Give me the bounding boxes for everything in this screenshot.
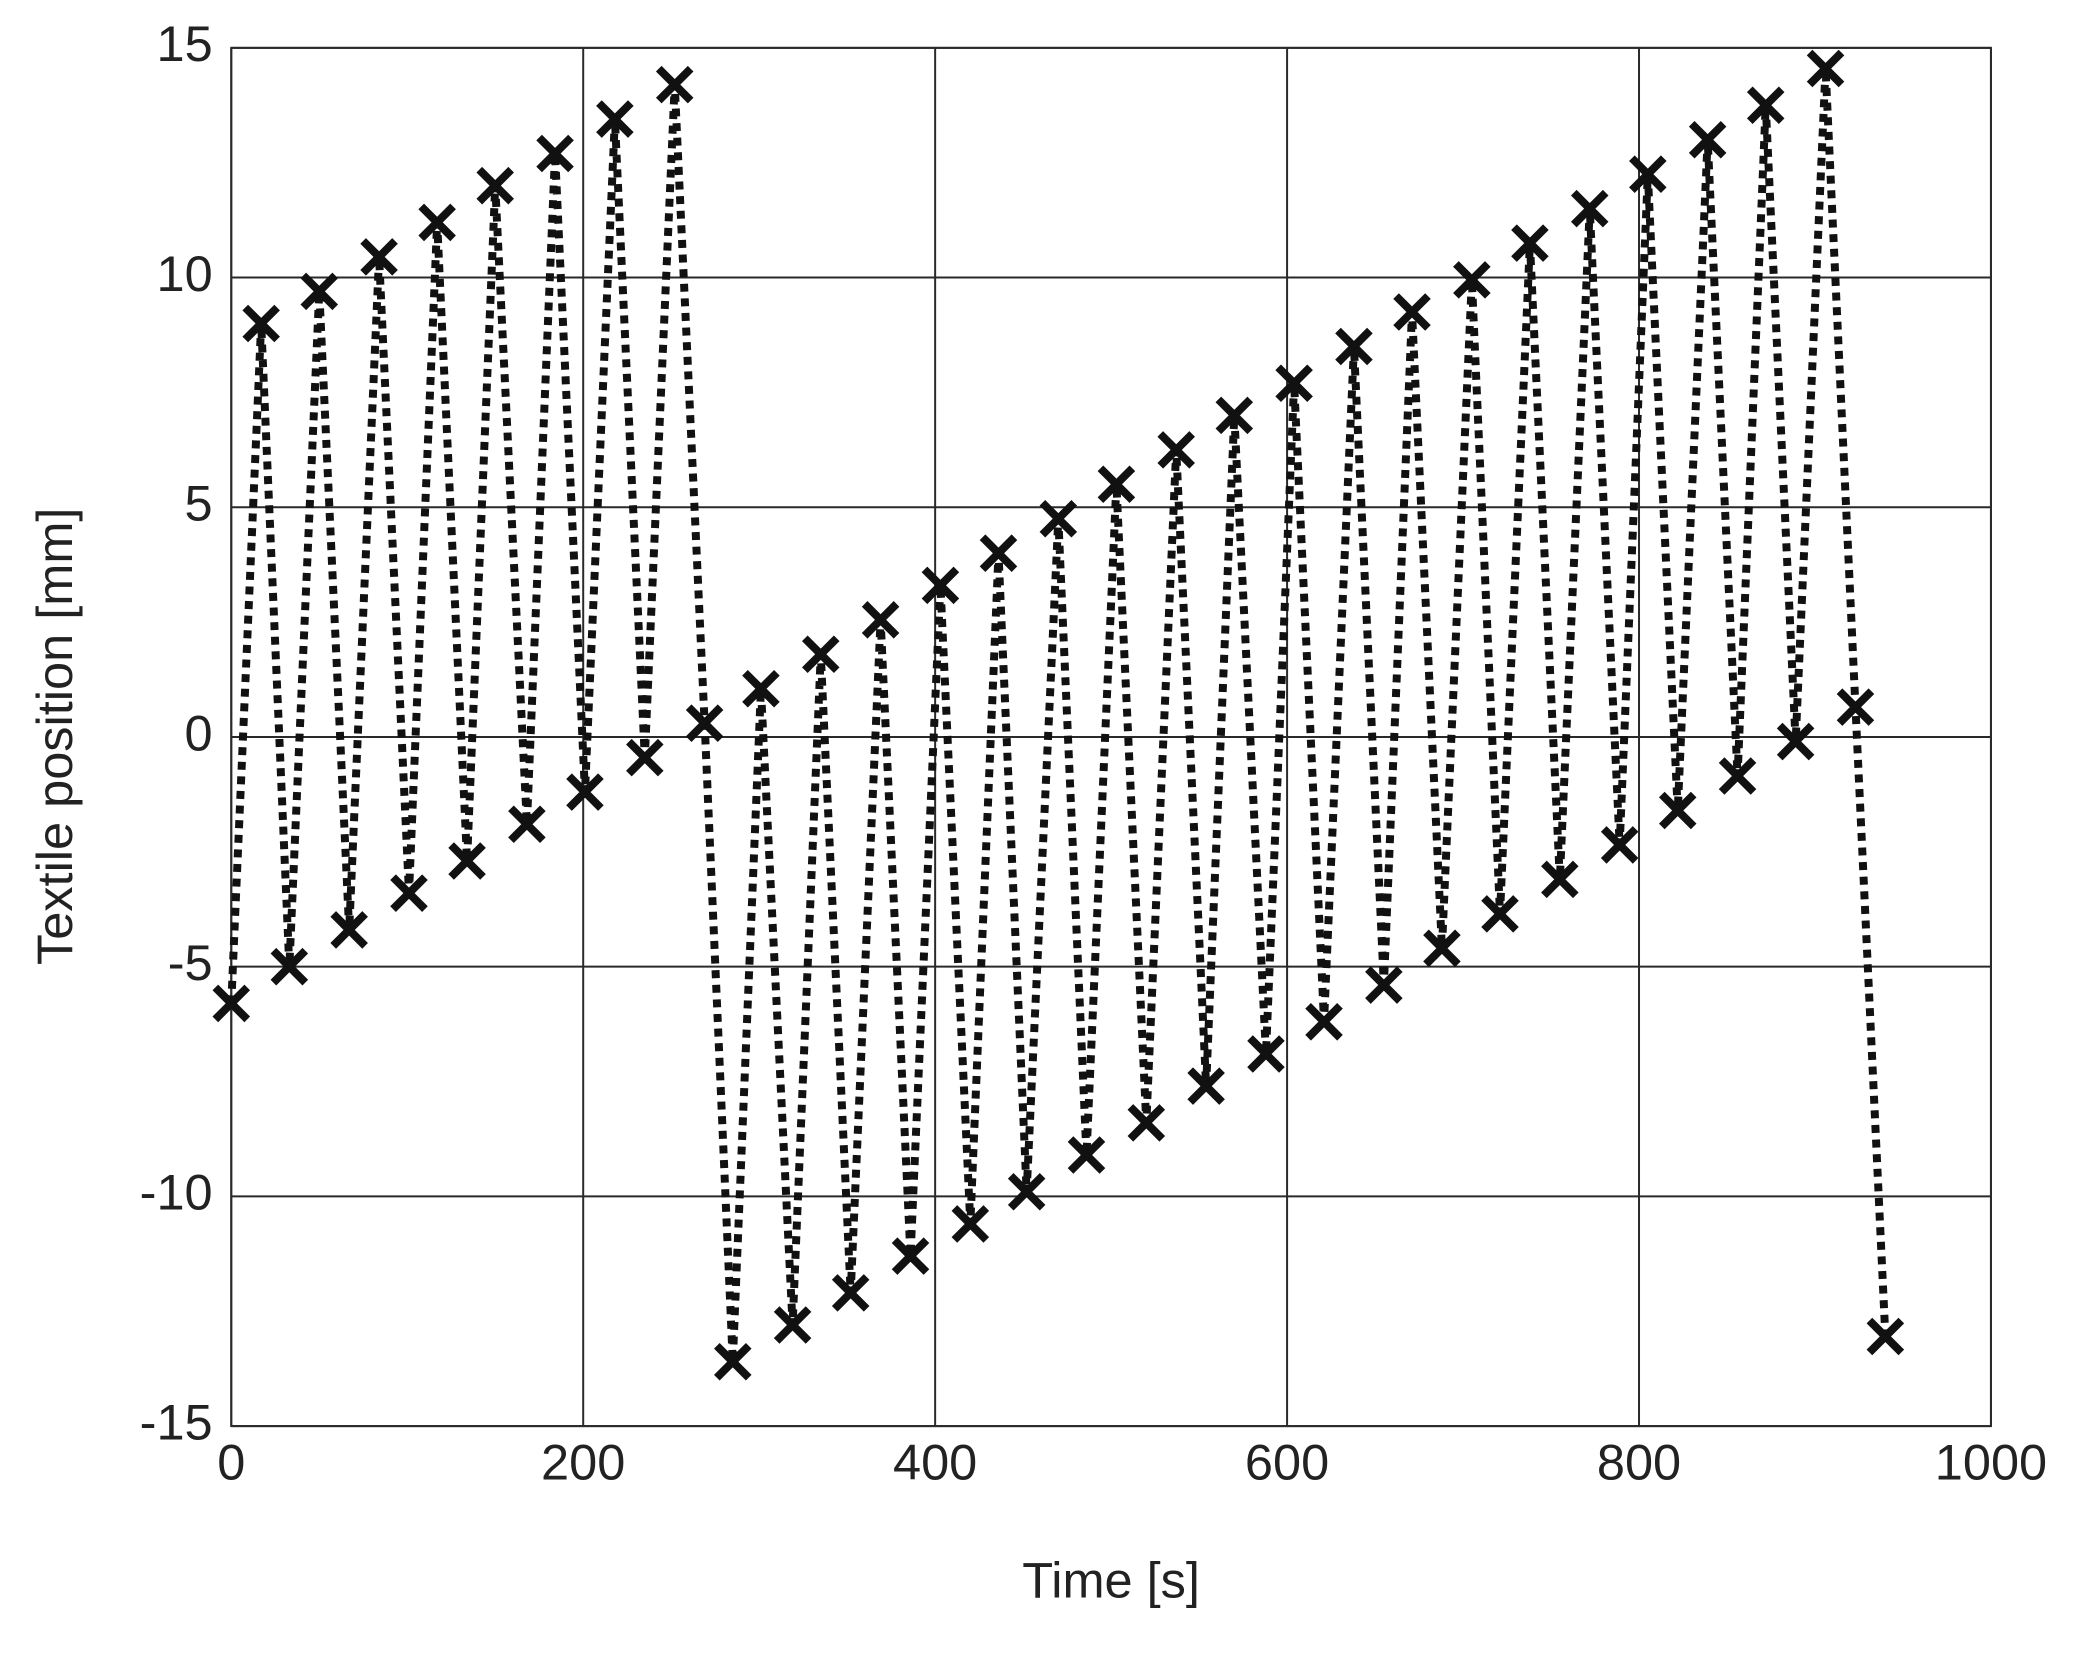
- x-tick-label: 1000: [1935, 1433, 2047, 1490]
- marker: [300, 272, 339, 311]
- marker: [1187, 1067, 1225, 1105]
- marker: [1127, 1104, 1166, 1142]
- y-axis-label: Textile position [mm]: [26, 508, 83, 965]
- marker: [1600, 826, 1639, 864]
- marker: [536, 134, 574, 173]
- marker: [861, 601, 900, 639]
- x-tick-label: 800: [1597, 1433, 1681, 1490]
- marker: [714, 1343, 752, 1381]
- y-tick-label: 10: [156, 245, 212, 302]
- marker: [212, 984, 251, 1023]
- marker: [1305, 1003, 1343, 1041]
- x-tick-label: 600: [1245, 1433, 1329, 1490]
- marker: [1335, 327, 1373, 366]
- marker: [1511, 224, 1549, 262]
- marker: [891, 1237, 930, 1275]
- x-tick-label: 0: [217, 1433, 245, 1490]
- x-tick-label: 200: [541, 1433, 625, 1490]
- marker: [1776, 722, 1815, 761]
- marker: [1806, 49, 1845, 88]
- marker: [596, 100, 634, 138]
- y-tick-label: -10: [140, 1164, 213, 1221]
- y-tick-label: -5: [168, 934, 213, 991]
- marker: [1836, 688, 1875, 726]
- marker: [330, 911, 368, 949]
- marker: [1067, 1136, 1106, 1174]
- marker: [1097, 465, 1136, 504]
- marker: [1570, 189, 1609, 228]
- marker: [1393, 293, 1431, 331]
- marker: [1718, 757, 1757, 795]
- marker: [1629, 155, 1667, 193]
- marker: [979, 534, 1018, 572]
- marker: [418, 203, 456, 242]
- marker: [1365, 966, 1403, 1004]
- plot-frame: [230, 46, 1992, 1428]
- y-tick-label: -15: [140, 1393, 213, 1450]
- marker: [1215, 396, 1254, 435]
- marker: [921, 566, 960, 605]
- marker: [1453, 261, 1491, 299]
- marker: [831, 1274, 870, 1312]
- y-tick-label: 15: [156, 15, 212, 72]
- marker: [1481, 895, 1519, 933]
- marker: [476, 166, 514, 205]
- marker: [1658, 791, 1697, 830]
- marker: [270, 947, 309, 986]
- marker: [242, 304, 280, 343]
- marker: [1157, 431, 1195, 469]
- marker: [508, 805, 546, 844]
- marker: [1541, 860, 1579, 899]
- marker: [626, 738, 664, 777]
- marker: [685, 704, 724, 742]
- marker: [951, 1205, 990, 1243]
- x-axis-label: Time [s]: [1022, 1552, 1200, 1609]
- marker: [1746, 86, 1785, 125]
- marker: [448, 842, 486, 880]
- marker: [773, 1306, 812, 1344]
- marker: [1423, 929, 1461, 968]
- marker: [1039, 499, 1078, 538]
- marker: [1247, 1035, 1285, 1073]
- marker: [742, 669, 780, 708]
- y-tick-label: 5: [185, 475, 213, 532]
- marker: [655, 65, 694, 104]
- marker: [566, 773, 604, 811]
- marker: [390, 874, 428, 912]
- y-tick-label: 0: [185, 704, 213, 761]
- marker: [801, 635, 840, 674]
- marker: [1007, 1173, 1046, 1211]
- data-line: [227, 68, 1890, 1362]
- marker: [360, 238, 398, 276]
- marker: [1275, 364, 1313, 402]
- marker: [1688, 120, 1727, 159]
- marker: [1866, 1317, 1905, 1356]
- x-tick-label: 400: [893, 1433, 977, 1490]
